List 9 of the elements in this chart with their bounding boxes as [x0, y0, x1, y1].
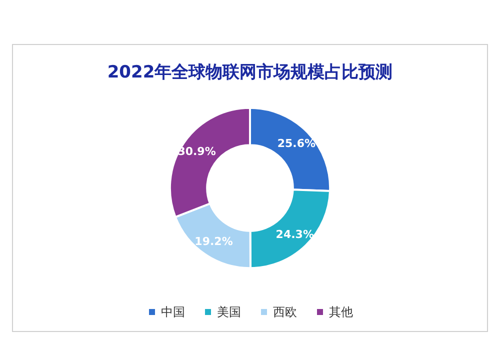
chart-title: 2022年全球物联网市场规模占比预测	[107, 62, 393, 82]
data-label: 24.3%	[276, 228, 314, 241]
legend-label: 中国	[161, 305, 185, 319]
legend-label: 西欧	[273, 305, 297, 319]
data-label: 25.6%	[277, 136, 316, 150]
data-label: 30.9%	[178, 145, 216, 158]
data-label: 19.2%	[194, 234, 233, 248]
legend-label: 其他	[329, 305, 353, 319]
legend-label: 美国	[217, 305, 241, 319]
